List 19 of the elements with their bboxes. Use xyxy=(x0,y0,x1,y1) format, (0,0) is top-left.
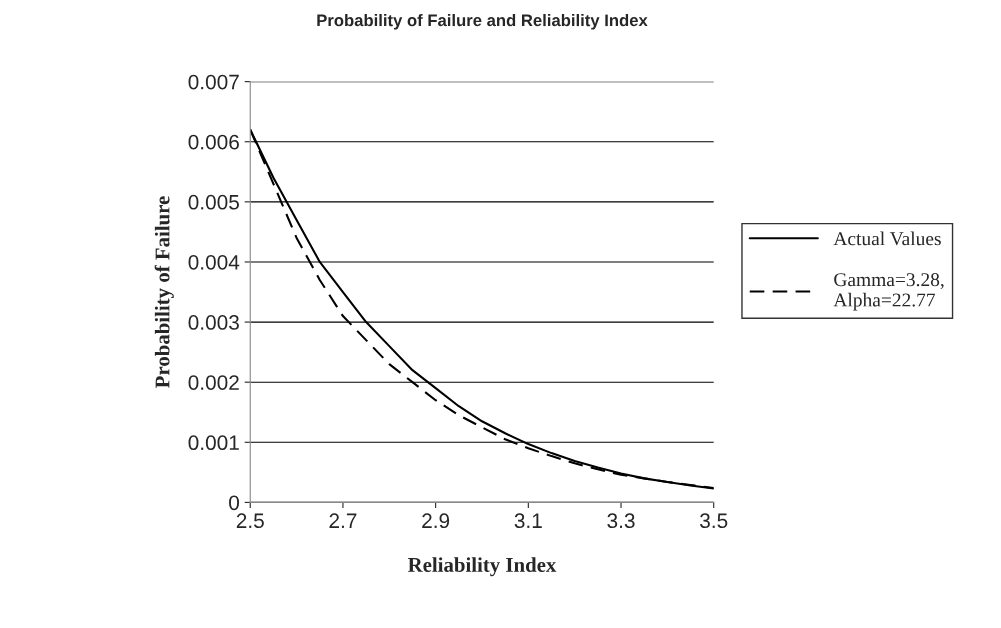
y-tick-label: 0.007 xyxy=(188,74,239,90)
y-tick-label: 0.001 xyxy=(188,435,239,451)
y-tick-label: 0.004 xyxy=(188,254,240,270)
x-tick-label: 3.1 xyxy=(514,513,542,529)
y-tick-label: 0.006 xyxy=(188,134,239,150)
x-tick-label: 3.5 xyxy=(700,513,728,529)
y-tick-label: 0.003 xyxy=(188,315,239,330)
legend-label: Actual Values xyxy=(833,231,941,246)
x-tick-label: 2.9 xyxy=(422,513,450,529)
y-tick-label: 0.002 xyxy=(188,375,239,390)
y-axis-title: Probability of Failure xyxy=(154,196,174,388)
x-axis-title: Reliability Index xyxy=(407,557,557,577)
chart-title: Probability of Failure and Reliability Index xyxy=(317,14,648,30)
y-tick-label: 0 xyxy=(229,495,240,511)
legend-label: Gamma=3.28, Alpha=22.77 xyxy=(833,273,944,311)
x-tick-label: 3.3 xyxy=(607,513,635,529)
y-tick-label: 0.005 xyxy=(188,194,239,210)
x-tick-label: 2.7 xyxy=(329,513,357,528)
x-tick-label: 2.5 xyxy=(236,513,264,529)
